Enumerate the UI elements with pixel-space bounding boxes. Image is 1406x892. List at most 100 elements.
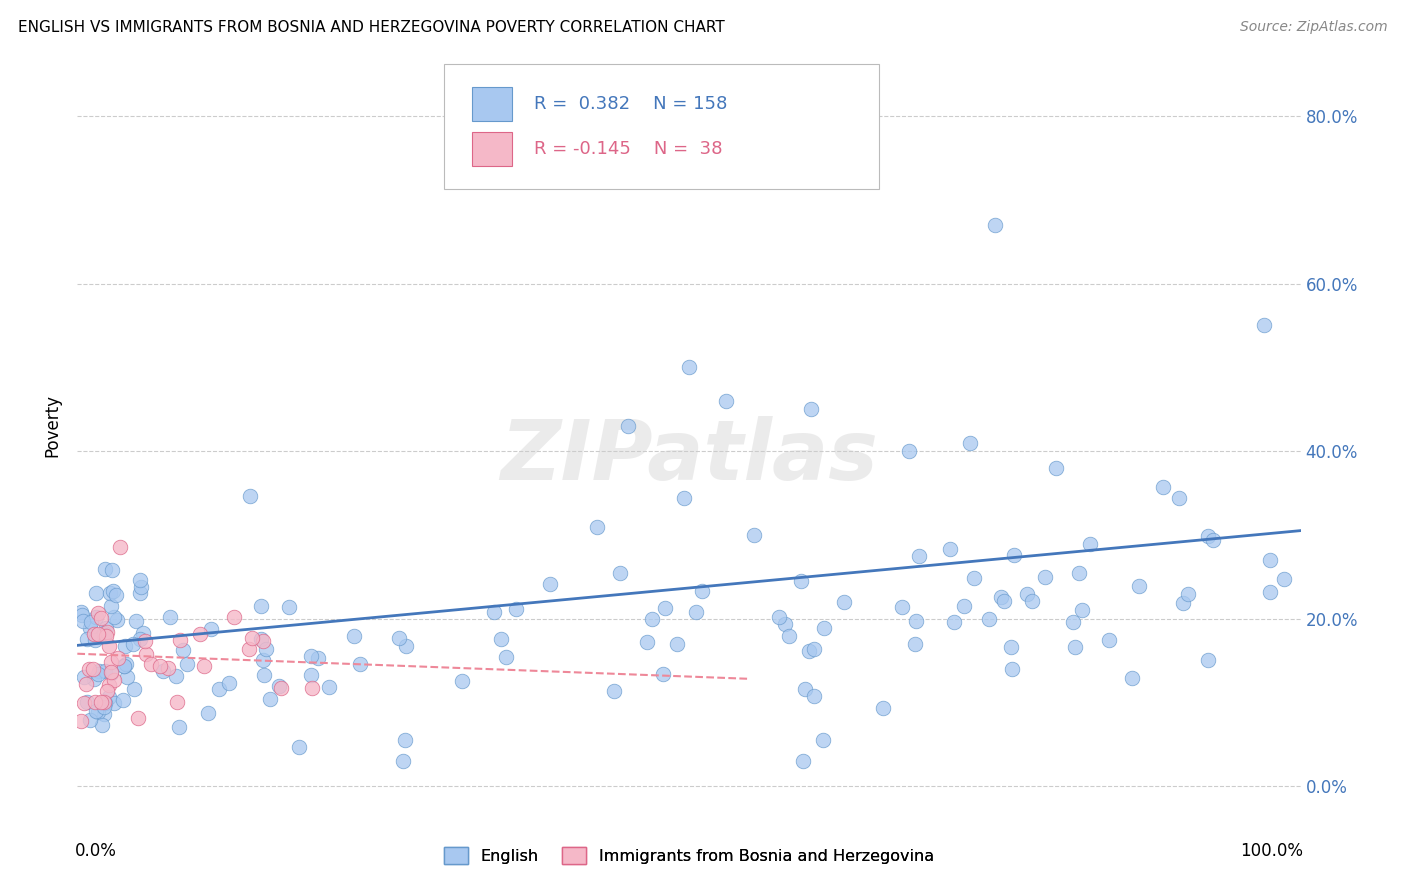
Point (90, 611, 112, 625)
Point (98, 690, 121, 704)
Point (792, 754, 814, 768)
Point (254, 641, 277, 656)
Point (90, 695, 112, 709)
Point (166, 695, 188, 709)
Point (114, 639, 136, 653)
Point (654, 600, 676, 615)
Point (252, 633, 274, 648)
Point (238, 642, 260, 657)
Point (450, 673, 472, 688)
Point (797, 643, 820, 657)
Point (1002, 549, 1025, 563)
Point (103, 673, 125, 687)
Point (111, 693, 134, 707)
Point (93, 699, 115, 714)
Point (165, 669, 187, 683)
Point (898, 444, 921, 458)
Point (238, 489, 260, 503)
Point (349, 657, 371, 671)
Point (963, 571, 986, 585)
Point (813, 621, 835, 635)
Point (72, 615, 94, 629)
Point (207, 682, 229, 697)
Point (149, 659, 172, 673)
Point (89, 664, 111, 678)
Point (152, 664, 174, 678)
Point (904, 615, 927, 629)
Point (176, 657, 198, 671)
Point (100, 656, 122, 670)
Point (200, 622, 222, 636)
Text: 0.0%: 0.0% (75, 841, 117, 860)
Point (82, 662, 104, 676)
Point (98, 585, 121, 599)
Point (134, 634, 156, 648)
Point (197, 706, 219, 720)
Point (267, 679, 290, 693)
Point (768, 609, 790, 624)
Point (832, 595, 855, 609)
Point (1258, 552, 1281, 566)
Point (105, 613, 128, 627)
Point (76, 632, 98, 646)
Point (690, 584, 713, 599)
Point (1128, 578, 1150, 592)
Point (169, 632, 191, 647)
Point (891, 599, 914, 614)
Point (84, 610, 107, 624)
Point (127, 710, 149, 724)
Point (157, 661, 180, 675)
Point (188, 627, 211, 641)
Point (1177, 586, 1199, 600)
Point (773, 617, 796, 632)
Point (395, 639, 418, 653)
Point (104, 589, 127, 603)
Point (1168, 491, 1191, 505)
Point (1001, 661, 1024, 675)
Point (79, 621, 101, 635)
Point (97, 678, 120, 692)
Point (70, 608, 93, 623)
Point (100, 665, 122, 680)
Point (307, 651, 329, 665)
Point (872, 700, 894, 714)
Point (94, 664, 117, 678)
Point (1197, 529, 1219, 543)
Text: ZIPatlas: ZIPatlas (501, 416, 877, 497)
Point (122, 637, 145, 651)
Point (1063, 640, 1085, 654)
Point (129, 580, 152, 594)
Point (609, 566, 631, 580)
Point (984, 218, 1007, 232)
Point (1153, 480, 1175, 494)
Point (250, 599, 273, 613)
Point (250, 632, 273, 647)
Point (603, 684, 626, 698)
Point (193, 658, 215, 673)
Point (218, 676, 240, 690)
Point (1067, 566, 1090, 581)
Point (103, 609, 125, 624)
Point (1171, 595, 1194, 609)
Point (1045, 460, 1067, 475)
Point (103, 696, 125, 710)
Point (1121, 671, 1143, 685)
Point (132, 625, 155, 640)
Point (96, 624, 118, 639)
Y-axis label: Poverty: Poverty (44, 394, 62, 458)
Point (1078, 537, 1101, 551)
Point (242, 632, 264, 646)
Point (301, 681, 323, 696)
Point (115, 670, 138, 684)
Point (1272, 572, 1295, 586)
Legend: English, Immigrants from Bosnia and Herzegovina: English, Immigrants from Bosnia and Herz… (437, 841, 941, 871)
Point (790, 574, 813, 589)
Point (665, 637, 688, 651)
Point (112, 658, 135, 673)
Point (803, 642, 825, 657)
Point (93, 707, 115, 722)
Point (1015, 587, 1038, 601)
Point (685, 605, 707, 619)
Point (793, 682, 815, 697)
Point (1253, 318, 1275, 333)
